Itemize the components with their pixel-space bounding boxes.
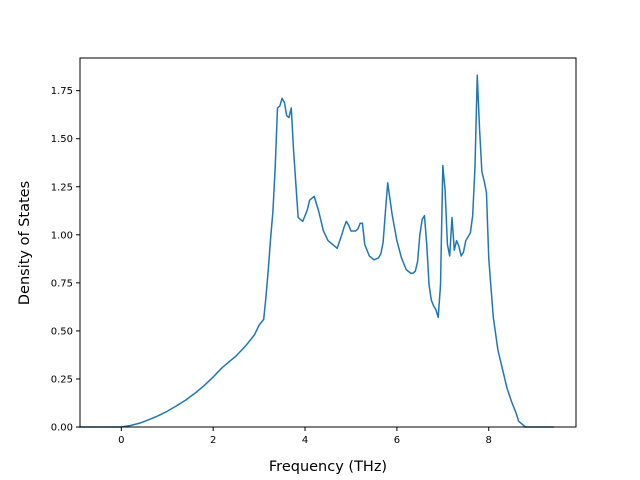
dos-series-line <box>79 74 554 428</box>
x-tick-label: 2 <box>210 435 216 446</box>
y-tick-label: 1.75 <box>51 86 73 97</box>
y-tick-label: 0.50 <box>51 326 73 337</box>
y-tick-label: 0.00 <box>51 423 73 434</box>
axes-frame <box>79 57 577 428</box>
x-tick-label: 0 <box>118 435 124 446</box>
x-axis-title: Frequency (THz) <box>269 459 387 475</box>
y-axis-ticks: 0.00 0.25 0.50 0.75 1.00 1.25 1.50 1.75 <box>51 86 80 434</box>
x-tick-label: 8 <box>486 435 492 446</box>
plot-area: 0 2 4 6 8 0.00 0.25 0.50 0.75 1.00 1.25 1.50 1.75 <box>51 57 577 446</box>
y-tick-label: 1.00 <box>51 230 73 241</box>
series-layer <box>79 74 554 428</box>
x-tick-label: 4 <box>302 435 308 446</box>
x-axis-ticks: 0 2 4 6 8 <box>118 427 492 446</box>
y-tick-label: 1.50 <box>51 134 73 145</box>
x-tick-label: 6 <box>394 435 400 446</box>
y-axis-title: Density of States <box>17 181 33 305</box>
y-tick-label: 0.25 <box>51 374 73 385</box>
y-tick-label: 0.75 <box>51 278 73 289</box>
y-tick-label: 1.25 <box>51 182 73 193</box>
